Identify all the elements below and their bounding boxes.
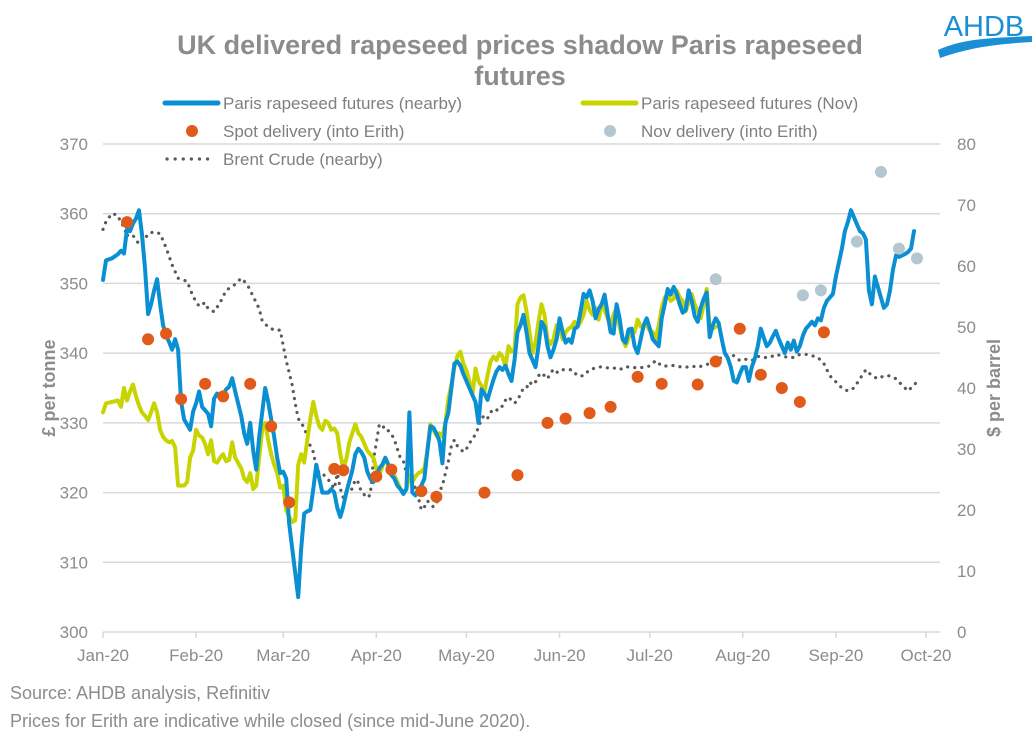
y-tick-label: 300 (60, 623, 88, 642)
data-point (283, 496, 296, 509)
series-layer (101, 165, 923, 600)
data-point (850, 235, 863, 248)
y-tick-label: 310 (60, 553, 88, 572)
y-tick-label: 350 (60, 274, 88, 293)
source-note: Source: AHDB analysis, Refinitiv (10, 683, 271, 703)
y2-tick-label: 10 (957, 562, 976, 581)
legend-item: Nov delivery (into Erith) (604, 122, 818, 141)
y-axis-title-right: $ per barrel (984, 339, 1004, 437)
x-tick-label: Aug-20 (715, 646, 770, 665)
y-axis-title-left: £ per tonne (39, 339, 59, 436)
chart-title-line-2: futures (474, 61, 566, 91)
data-point (541, 416, 554, 429)
data-point (604, 400, 617, 413)
data-point (217, 390, 230, 403)
y-axis-left: 300 310 320 330 340 350 360 370 (60, 135, 88, 642)
data-point (655, 377, 668, 390)
legend-marker-swatch (186, 125, 198, 137)
x-axis: Jan-20 Feb-20 Mar-20 Apr-20 May-20 Jun-20 Jul-… (77, 632, 952, 665)
y2-tick-label: 20 (957, 501, 976, 520)
data-point (733, 322, 746, 335)
y2-tick-label: 70 (957, 196, 976, 215)
legend-label: Nov delivery (into Erith) (641, 122, 818, 141)
data-point (430, 490, 443, 503)
y2-tick-label: 50 (957, 318, 976, 337)
data-point (691, 378, 704, 391)
data-point (385, 463, 398, 476)
data-point (583, 407, 596, 420)
data-point (775, 382, 788, 394)
data-point (874, 165, 887, 178)
series-paris-rapeseed-futures-nearby (101, 208, 916, 600)
x-tick-label: Mar-20 (256, 646, 310, 665)
chart-title-line-1: UK delivered rapeseed prices shadow Pari… (177, 30, 863, 60)
y-tick-label: 340 (60, 344, 88, 363)
x-tick-label: Apr-20 (351, 646, 402, 665)
legend-marker-swatch (604, 125, 616, 137)
data-point (175, 393, 188, 406)
data-point (328, 462, 341, 475)
data-point (244, 377, 257, 390)
data-point (121, 216, 134, 229)
chart-title: UK delivered rapeseed prices shadow Pari… (130, 30, 910, 92)
y-tick-label: 360 (60, 205, 88, 224)
data-point (796, 289, 809, 302)
data-point (370, 470, 383, 483)
legend-label: Spot delivery (into Erith) (223, 122, 404, 141)
erith-note: Prices for Erith are indicative while cl… (10, 711, 531, 731)
legend: Paris rapeseed futures (nearby) Paris rap… (162, 94, 858, 169)
y2-tick-label: 40 (957, 379, 976, 398)
legend-label: Paris rapeseed futures (Nov) (641, 94, 858, 113)
data-point (910, 252, 923, 265)
legend-item: Paris rapeseed futures (nearby) (162, 94, 462, 113)
data-point (892, 242, 905, 255)
series-line (101, 208, 916, 600)
y-tick-label: 370 (60, 135, 88, 154)
data-point (559, 412, 572, 425)
ahdb-logo: AHDB (938, 11, 1032, 58)
legend-item: Spot delivery (into Erith) (186, 122, 404, 141)
logo-wave-icon (938, 36, 1032, 58)
series-spot-delivery-into-erith (121, 216, 830, 509)
data-point (709, 355, 722, 368)
data-point (511, 469, 524, 482)
data-point (631, 370, 644, 383)
x-tick-label: Jul-20 (627, 646, 673, 665)
y2-tick-label: 60 (957, 257, 976, 276)
data-point (793, 395, 806, 408)
data-point (415, 485, 428, 498)
y2-tick-label: 80 (957, 135, 976, 154)
x-tick-label: Oct-20 (900, 646, 951, 665)
data-point (265, 420, 278, 433)
series-dotted-line (101, 211, 922, 514)
x-tick-label: Jun-20 (534, 646, 586, 665)
legend-label: Paris rapeseed futures (nearby) (223, 94, 462, 113)
data-point (754, 368, 767, 381)
data-point (709, 273, 722, 286)
data-point (478, 486, 491, 499)
data-point (814, 284, 827, 297)
y2-tick-label: 30 (957, 440, 976, 459)
data-point (160, 327, 173, 340)
x-tick-label: Feb-20 (169, 646, 223, 665)
data-point (142, 333, 155, 346)
x-tick-label: Jan-20 (77, 646, 129, 665)
y2-tick-label: 0 (957, 623, 966, 642)
x-tick-label: May-20 (438, 646, 495, 665)
series-nov-delivery-into-erith (709, 165, 923, 302)
y-tick-label: 320 (60, 484, 88, 503)
data-point (817, 326, 830, 339)
x-tick-label: Sep-20 (808, 646, 863, 665)
legend-label: Brent Crude (nearby) (223, 150, 383, 169)
data-point (337, 464, 350, 477)
y-axis-right: 0 10 20 30 40 50 60 70 80 (957, 135, 976, 642)
y-tick-label: 330 (60, 414, 88, 433)
series-brent-crude-nearby (101, 211, 922, 514)
legend-item: Brent Crude (nearby) (165, 150, 383, 169)
data-point (199, 377, 212, 390)
legend-item: Paris rapeseed futures (Nov) (580, 94, 858, 113)
